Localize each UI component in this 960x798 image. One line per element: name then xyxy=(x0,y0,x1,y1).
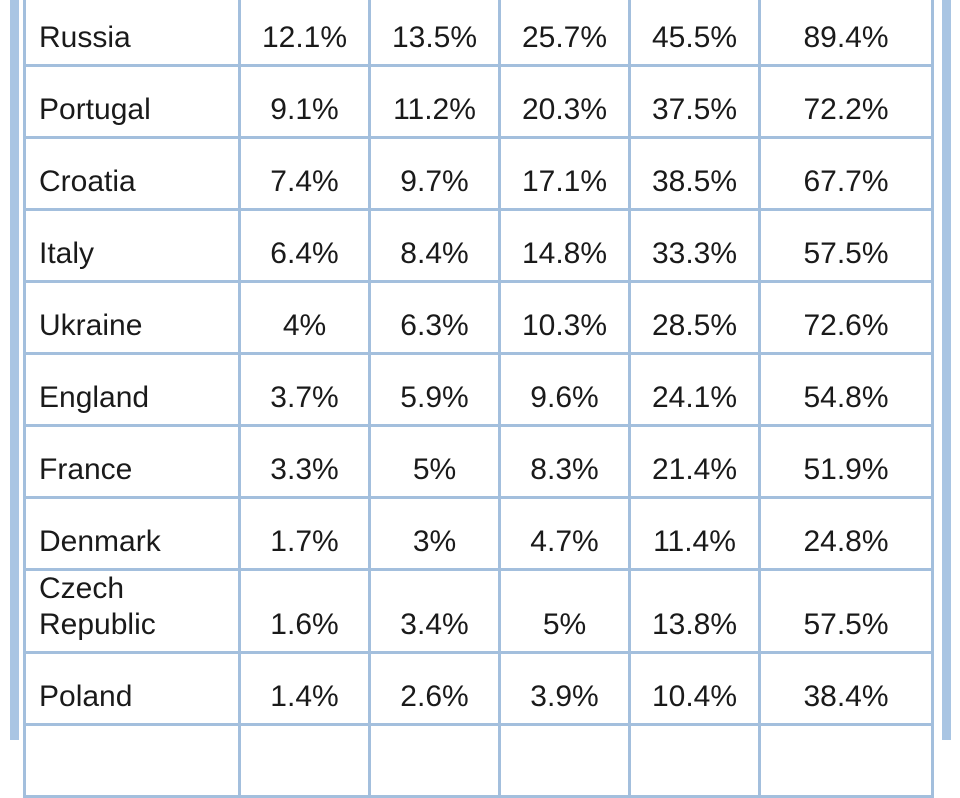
percent-cell: 5% xyxy=(498,568,631,654)
country-cell: Poland xyxy=(23,651,241,726)
country-cell: Portugal xyxy=(23,64,241,139)
percent-cell: 13.8% xyxy=(628,568,761,654)
table-tail xyxy=(23,723,934,798)
percent-cell: 3.7% xyxy=(238,352,371,427)
percent-cell: 11.2% xyxy=(368,64,501,139)
table-frame: Russia 12.1% 13.5% 25.7% 45.5% 89.4% Portugal 9… xyxy=(10,0,951,798)
percent-cell: 6.4% xyxy=(238,208,371,283)
percent-cell: 8.3% xyxy=(498,424,631,499)
percent-cell: 8.4% xyxy=(368,208,501,283)
percent-cell: 9.7% xyxy=(368,136,501,211)
table-row: England 3.7% 5.9% 9.6% 24.1% 54.8% xyxy=(23,352,934,427)
percent-cell: 51.9% xyxy=(758,424,934,499)
percent-cell: 6.3% xyxy=(368,280,501,355)
table-row: Poland 1.4% 2.6% 3.9% 10.4% 38.4% xyxy=(23,651,934,726)
percent-cell: 72.2% xyxy=(758,64,934,139)
percent-cell: 4% xyxy=(238,280,371,355)
cell xyxy=(758,723,934,798)
percent-cell: 10.4% xyxy=(628,651,761,726)
percent-cell: 13.5% xyxy=(368,0,501,67)
percent-cell: 57.5% xyxy=(758,208,934,283)
table-row: Italy 6.4% 8.4% 14.8% 33.3% 57.5% xyxy=(23,208,934,283)
cell xyxy=(628,723,761,798)
percent-cell: 38.5% xyxy=(628,136,761,211)
percent-cell: 37.5% xyxy=(628,64,761,139)
percent-cell: 2.6% xyxy=(368,651,501,726)
country-cell: Denmark xyxy=(23,496,241,571)
percent-cell: 1.4% xyxy=(238,651,371,726)
table-body: Russia 12.1% 13.5% 25.7% 45.5% 89.4% Portugal 9… xyxy=(23,0,934,726)
country-cell: England xyxy=(23,352,241,427)
percent-cell: 5.9% xyxy=(368,352,501,427)
table-row: Czech Republic 1.6% 3.4% 5% 13.8% 57.5% xyxy=(23,568,934,654)
percent-cell: 45.5% xyxy=(628,0,761,67)
percent-cell: 9.6% xyxy=(498,352,631,427)
page: {"table": {"rows": [ ["Russia", "12.1%",… xyxy=(10,0,951,798)
percent-cell: 5% xyxy=(368,424,501,499)
table-row: France 3.3% 5% 8.3% 21.4% 51.9% xyxy=(23,424,934,499)
percent-cell: 12.1% xyxy=(238,0,371,67)
percent-cell: 7.4% xyxy=(238,136,371,211)
percent-cell: 10.3% xyxy=(498,280,631,355)
percent-cell: 24.8% xyxy=(758,496,934,571)
country-cell: Russia xyxy=(23,0,241,67)
percent-cell: 17.1% xyxy=(498,136,631,211)
percent-cell: 21.4% xyxy=(628,424,761,499)
cell xyxy=(23,723,241,798)
percent-cell: 54.8% xyxy=(758,352,934,427)
percent-cell: 67.7% xyxy=(758,136,934,211)
country-cell: Ukraine xyxy=(23,280,241,355)
table-row: Denmark 1.7% 3% 4.7% 11.4% 24.8% xyxy=(23,496,934,571)
odds-table: Russia 12.1% 13.5% 25.7% 45.5% 89.4% Portugal 9… xyxy=(23,0,934,798)
percent-cell: 14.8% xyxy=(498,208,631,283)
percent-cell: 89.4% xyxy=(758,0,934,67)
table-row: Russia 12.1% 13.5% 25.7% 45.5% 89.4% xyxy=(23,0,934,67)
table-row: Croatia 7.4% 9.7% 17.1% 38.5% 67.7% xyxy=(23,136,934,211)
table-row xyxy=(23,723,934,798)
cell xyxy=(238,723,371,798)
percent-cell: 72.6% xyxy=(758,280,934,355)
country-cell: France xyxy=(23,424,241,499)
table-row: Portugal 9.1% 11.2% 20.3% 37.5% 72.2% xyxy=(23,64,934,139)
percent-cell: 25.7% xyxy=(498,0,631,67)
percent-cell: 3.3% xyxy=(238,424,371,499)
percent-cell: 1.6% xyxy=(238,568,371,654)
percent-cell: 9.1% xyxy=(238,64,371,139)
country-cell: Croatia xyxy=(23,136,241,211)
percent-cell: 38.4% xyxy=(758,651,934,726)
percent-cell: 3% xyxy=(368,496,501,571)
percent-cell: 24.1% xyxy=(628,352,761,427)
country-cell: Italy xyxy=(23,208,241,283)
percent-cell: 3.9% xyxy=(498,651,631,726)
cell xyxy=(368,723,501,798)
percent-cell: 1.7% xyxy=(238,496,371,571)
percent-cell: 57.5% xyxy=(758,568,934,654)
cell xyxy=(498,723,631,798)
country-cell: Czech Republic xyxy=(23,568,241,654)
percent-cell: 4.7% xyxy=(498,496,631,571)
percent-cell: 3.4% xyxy=(368,568,501,654)
percent-cell: 28.5% xyxy=(628,280,761,355)
percent-cell: 11.4% xyxy=(628,496,761,571)
percent-cell: 20.3% xyxy=(498,64,631,139)
percent-cell: 33.3% xyxy=(628,208,761,283)
table-row: Ukraine 4% 6.3% 10.3% 28.5% 72.6% xyxy=(23,280,934,355)
